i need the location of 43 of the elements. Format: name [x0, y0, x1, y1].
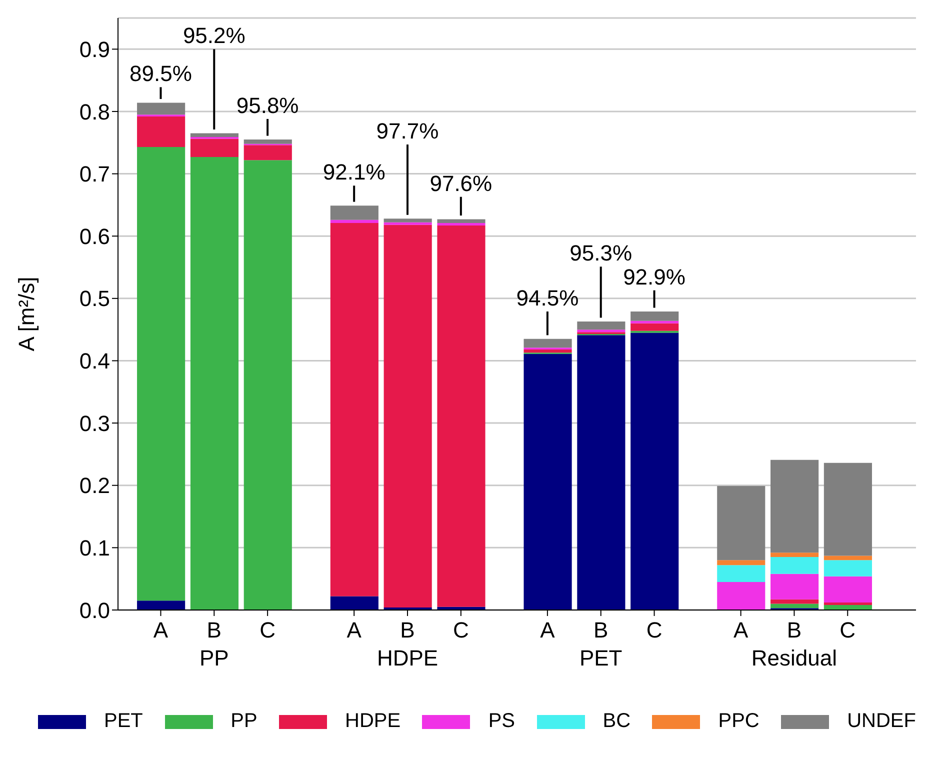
y-tick-label: 0.0 — [79, 598, 110, 623]
y-tick-label: 0.7 — [79, 162, 110, 187]
annotation: 95.3% — [570, 240, 632, 266]
text: Residual — [751, 646, 838, 671]
x-tick-label: B — [400, 618, 415, 643]
x-tick-label: B — [206, 618, 222, 643]
legend-label: UNDEF — [846, 710, 916, 733]
x-tick-label: A — [540, 618, 556, 643]
annotation: 94.5% — [516, 286, 579, 311]
y-tick-label: 0.4 — [79, 348, 110, 374]
x-tick-label: C — [646, 618, 662, 643]
text: PET — [579, 646, 622, 671]
y-axis-title: A [m²/s] — [14, 276, 39, 352]
annotation: 97.6% — [430, 170, 492, 196]
y-tick-label: 0.6 — [79, 224, 110, 249]
annotation: 95.8% — [236, 92, 299, 118]
x-tick-label: B — [594, 618, 608, 643]
legend-label: PPC — [717, 710, 760, 733]
legend-label: PS — [487, 710, 516, 733]
text: HDPE — [376, 646, 438, 671]
annotation: 92.9% — [623, 264, 686, 290]
x-tick-label: C — [260, 618, 276, 643]
annotation: 97.7% — [376, 118, 439, 144]
x-tick-label: A — [346, 618, 362, 643]
annotation: 89.5% — [130, 61, 192, 86]
x-tick-label: C — [452, 618, 469, 643]
annotation: 95.2% — [182, 23, 246, 48]
annotation: 92.1% — [322, 160, 386, 185]
legend-label: HDPE — [344, 710, 401, 733]
x-tick-label: A — [733, 618, 748, 643]
y-tick-label: 0.3 — [79, 410, 110, 436]
y-tick-label: 0.2 — [79, 473, 110, 498]
legend-label: PP — [230, 710, 258, 733]
x-tick-label: C — [840, 618, 856, 643]
x-tick-label: B — [786, 618, 802, 643]
legend-label: BC — [602, 710, 631, 733]
y-tick-label: 0.1 — [79, 535, 110, 560]
y-tick-label: 0.9 — [79, 36, 110, 62]
legend-label: PET — [103, 710, 143, 733]
y-tick-label: 0.8 — [79, 99, 110, 124]
text: PP — [199, 646, 229, 671]
x-tick-label: A — [153, 618, 168, 643]
y-tick-label: 0.5 — [79, 286, 110, 312]
